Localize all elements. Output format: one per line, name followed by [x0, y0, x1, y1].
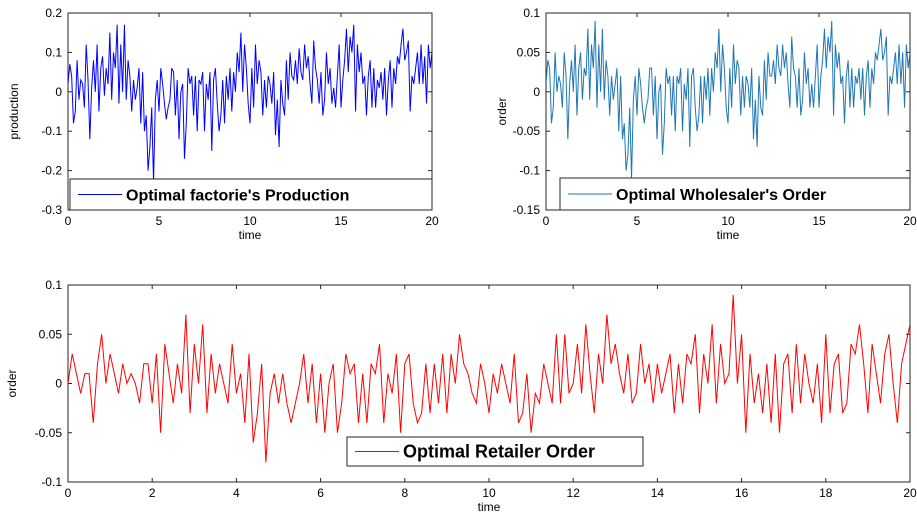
x-axis-label: time: [478, 500, 501, 514]
y-tick-label: -0.1: [41, 124, 62, 138]
legend-box: [69, 178, 433, 211]
legend-entry: Optimal factorie's Production: [126, 188, 349, 205]
x-tick-label: 0: [543, 214, 550, 228]
y-tick-label: 0.1: [45, 278, 62, 292]
x-tick-label: 2: [149, 486, 156, 500]
x-tick-label: 14: [651, 486, 665, 500]
x-axis-label: time: [239, 228, 262, 242]
series-line: [546, 20, 910, 179]
x-tick-label: 6: [317, 486, 324, 500]
y-tick-label: -0.15: [513, 203, 541, 217]
y-tick-label: 0.05: [39, 327, 63, 341]
x-tick-label: 10: [482, 486, 496, 500]
x-tick-label: 16: [735, 486, 749, 500]
y-tick-label: -0.1: [41, 475, 62, 489]
x-tick-label: 5: [156, 214, 163, 228]
legend-entry: Optimal Wholesaler's Order: [616, 187, 826, 204]
series-line: [68, 294, 910, 463]
y-tick-label: 0: [55, 377, 62, 391]
x-tick-label: 8: [401, 486, 408, 500]
top-left-production-plot: 0 5 10 15 20 -0.3 -0.2 -0.1 0 0.1 0.2 time productio…: [7, 6, 439, 242]
x-axis-label: time: [717, 228, 740, 242]
x-tick-label: 5: [634, 214, 641, 228]
y-tick-label: -0.1: [519, 164, 540, 178]
legend-box: [559, 177, 911, 211]
series-line: [68, 24, 432, 183]
y-axis-label: order: [5, 369, 19, 397]
x-tick-label: 15: [812, 214, 826, 228]
x-tick-label: 12: [567, 486, 581, 500]
y-tick-label: 0.1: [523, 6, 540, 20]
x-tick-label: 0: [65, 214, 72, 228]
x-tick-label: 18: [819, 486, 833, 500]
bottom-retailer-order-plot: 0 2 4 6 8 10 12 14 16 18 20 -0.1 -0.05 0 0.05 0.1 time or…: [5, 278, 917, 514]
legend-entry: Optimal Retailer Order: [403, 442, 595, 462]
y-tick-label: -0.2: [41, 164, 62, 178]
y-tick-label: 0.2: [45, 6, 62, 20]
y-axis-label: production: [7, 83, 21, 139]
y-tick-label: -0.05: [513, 124, 541, 138]
x-tick-label: 20: [903, 486, 917, 500]
x-tick-label: 15: [334, 214, 348, 228]
x-tick-label: 20: [903, 214, 917, 228]
y-tick-label: -0.05: [35, 426, 63, 440]
x-tick-label: 20: [425, 214, 439, 228]
top-right-wholesaler-order-plot: 0 5 10 15 20 -0.15 -0.1 -0.05 0 0.05 0.1 time order O…: [495, 6, 917, 242]
x-tick-label: 10: [721, 214, 735, 228]
y-tick-label: 0.05: [517, 45, 541, 59]
y-tick-label: -0.3: [41, 203, 62, 217]
y-tick-label: 0: [55, 85, 62, 99]
x-tick-label: 4: [233, 486, 240, 500]
y-axis-label: order: [495, 97, 509, 125]
x-tick-label: 10: [243, 214, 257, 228]
y-tick-label: 0: [533, 85, 540, 99]
x-tick-label: 0: [65, 486, 72, 500]
y-tick-label: 0.1: [45, 45, 62, 59]
